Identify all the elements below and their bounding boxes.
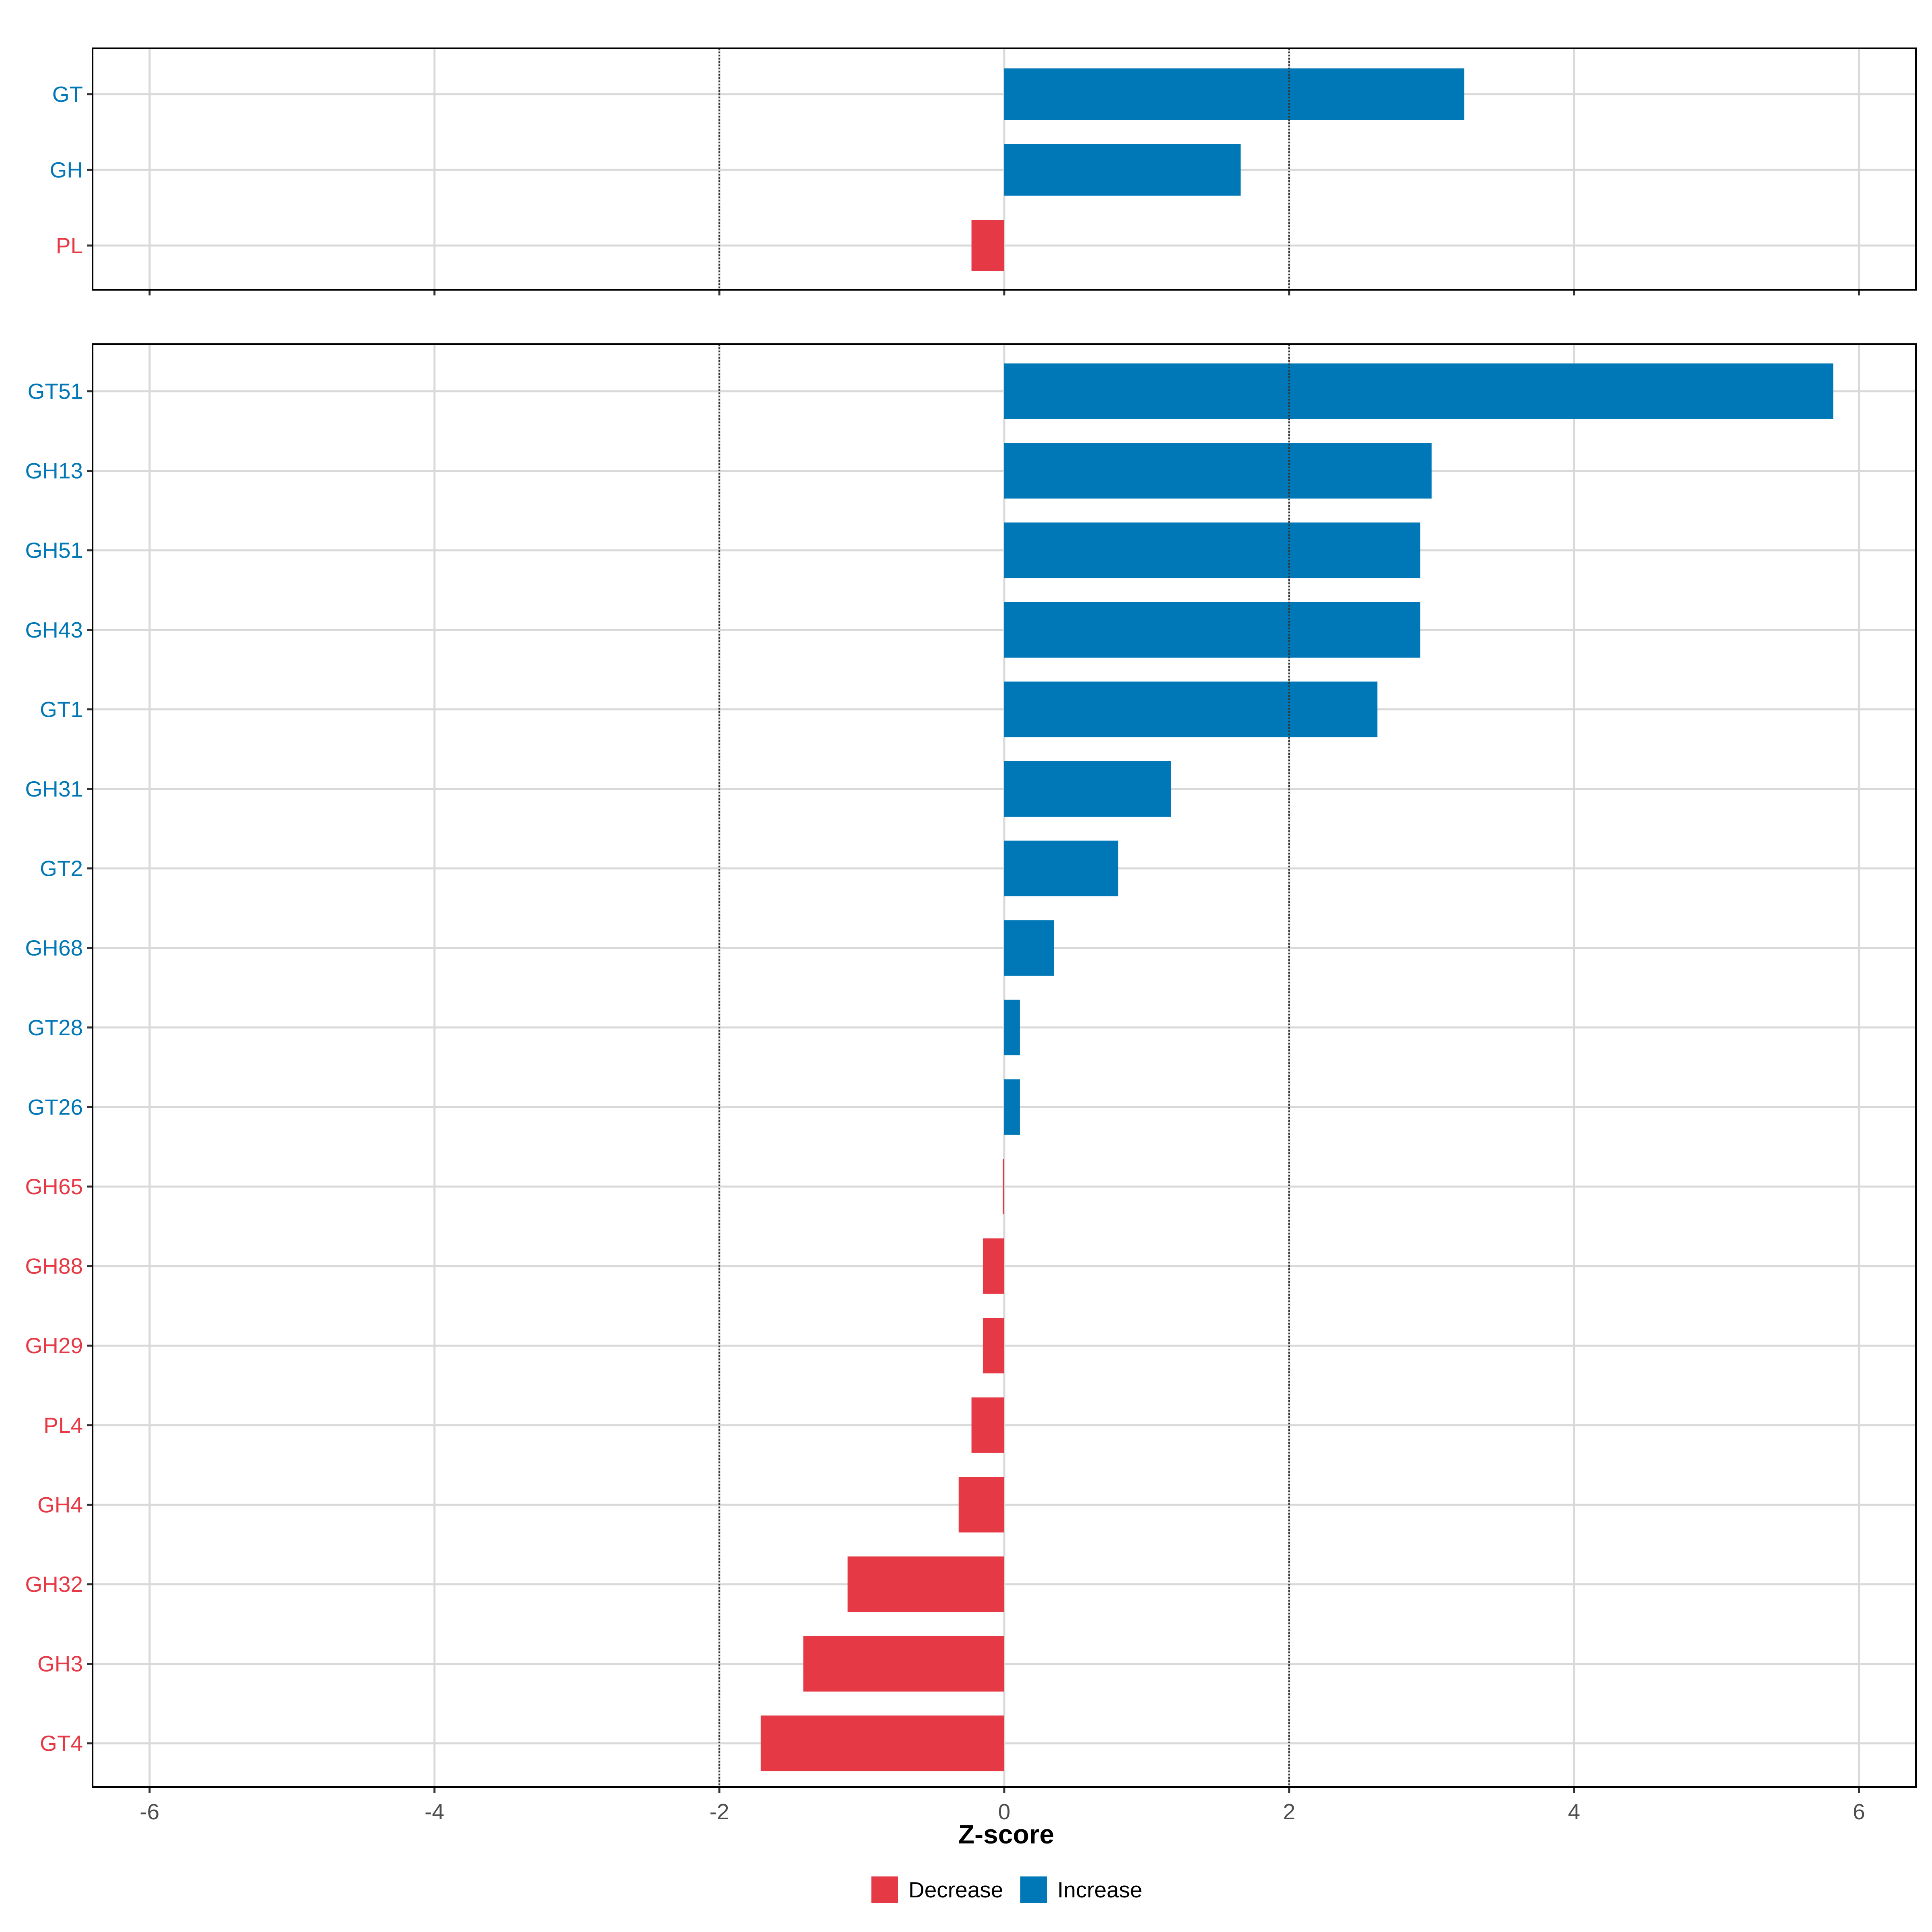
bar-gh — [1004, 144, 1241, 196]
category-label: GH3 — [37, 1651, 83, 1676]
x-tick-label: 2 — [1283, 1799, 1296, 1824]
category-label: GH29 — [25, 1333, 83, 1358]
category-label: GH51 — [25, 538, 83, 563]
bar-gt4 — [760, 1715, 1004, 1771]
legend: Decrease Increase — [871, 1876, 1142, 1903]
category-label: GH4 — [37, 1492, 83, 1517]
chart-panels: GT GH PL GT51 GH13 GH51 GH43 GT1 GH31 GT2 GH68 GT28… — [25, 47, 1917, 1793]
category-label: GH32 — [25, 1572, 83, 1597]
category-label: GT26 — [27, 1094, 83, 1119]
bar-pl4 — [971, 1397, 1004, 1453]
category-label: GT4 — [40, 1731, 83, 1756]
category-label: GT51 — [27, 379, 83, 404]
category-label: GT1 — [40, 697, 83, 722]
bar-pl — [971, 220, 1004, 271]
category-label: GH65 — [25, 1174, 83, 1199]
panel-border — [92, 343, 1917, 1788]
bar-gh88 — [983, 1238, 1004, 1294]
legend-item-increase: Increase — [1020, 1876, 1142, 1903]
bar-gh4 — [958, 1477, 1004, 1533]
bar-gt28 — [1004, 999, 1020, 1055]
category-label: PL — [56, 233, 83, 258]
bar-gt2 — [1004, 840, 1119, 896]
legend-label-decrease: Decrease — [908, 1877, 1003, 1902]
bar-gt — [1004, 68, 1465, 120]
bar-gh3 — [803, 1636, 1004, 1692]
x-tick-label: 6 — [1853, 1799, 1865, 1824]
x-tick-label: 0 — [998, 1799, 1011, 1824]
legend-item-decrease: Decrease — [871, 1876, 1003, 1903]
bar-gh13 — [1004, 443, 1432, 499]
legend-label-increase: Increase — [1057, 1877, 1142, 1902]
category-label: GH68 — [25, 935, 83, 960]
bar-gh51 — [1004, 522, 1420, 578]
x-tick-label: -6 — [140, 1799, 159, 1824]
panel-class-level: GT GH PL — [50, 47, 1917, 295]
bar-gh32 — [847, 1556, 1004, 1612]
bar-gt51 — [1004, 363, 1833, 419]
category-label: GT2 — [40, 856, 83, 881]
bar-gh65 — [1003, 1159, 1004, 1214]
x-tick-label: -2 — [710, 1799, 729, 1824]
bar-gt26 — [1004, 1079, 1020, 1135]
category-label: GH43 — [25, 617, 83, 642]
category-label: GT — [52, 82, 83, 107]
bar-gh31 — [1004, 761, 1171, 817]
bar-gh29 — [983, 1318, 1004, 1374]
x-axis-title: Z-score — [958, 1819, 1054, 1849]
legend-swatch-increase — [1020, 1876, 1047, 1903]
bar-gh68 — [1004, 920, 1054, 976]
legend-swatch-decrease — [871, 1876, 898, 1903]
x-tick-label: 4 — [1568, 1799, 1580, 1824]
category-label: GH88 — [25, 1254, 83, 1279]
panel-family-level: GT51 GH13 GH51 GH43 GT1 GH31 GT2 GH68 GT28 GT26 GH… — [25, 343, 1917, 1793]
category-label: GH — [50, 157, 83, 182]
category-label: GH13 — [25, 458, 83, 483]
panel-border — [92, 47, 1917, 291]
bar-gh43 — [1004, 602, 1420, 658]
category-label: PL4 — [43, 1413, 83, 1438]
category-label: GT28 — [27, 1015, 83, 1040]
x-axis: -6 -4 -2 0 2 4 6 — [140, 1799, 1865, 1824]
category-label: GH31 — [25, 776, 83, 801]
x-tick-label: -4 — [425, 1799, 444, 1824]
bar-gt1 — [1004, 681, 1378, 737]
